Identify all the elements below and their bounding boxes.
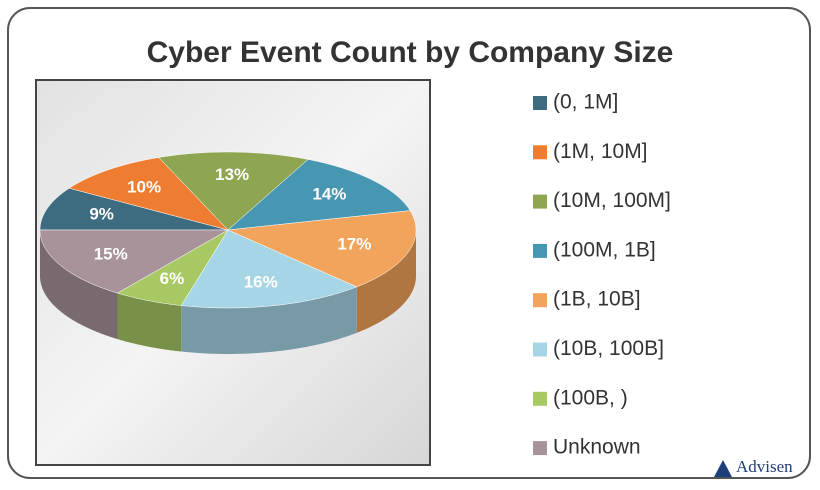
legend-label: Unknown	[553, 436, 641, 459]
slice	[68, 157, 229, 231]
data-label: 16%	[244, 272, 278, 291]
data-label: 9%	[89, 204, 114, 223]
slice	[158, 151, 309, 231]
slice	[116, 229, 229, 306]
data-label: 17%	[337, 235, 371, 254]
slice-side	[117, 293, 182, 352]
slice	[227, 159, 411, 231]
legend-swatch	[533, 441, 547, 456]
slice	[39, 229, 229, 294]
legend-label: (1B, 10B]	[553, 288, 641, 311]
data-label: 10%	[127, 177, 161, 196]
data-label: 14%	[312, 185, 346, 204]
legend-swatch	[533, 243, 547, 258]
slice-side	[181, 286, 357, 354]
legend-swatch	[533, 145, 547, 160]
slice	[227, 210, 417, 288]
legend-label: (10M, 100M]	[553, 189, 671, 212]
logo: Advisen	[736, 457, 793, 476]
legend-label: (0, 1M]	[553, 91, 618, 114]
legend-label: (100M, 1B]	[553, 238, 656, 261]
data-label: 13%	[215, 165, 249, 184]
legend-swatch	[533, 194, 547, 209]
legend-label: (1M, 10M]	[553, 140, 648, 163]
slice	[39, 187, 229, 231]
legend-label: (100B, )	[553, 386, 628, 409]
chart-title: Cyber Event Count by Company Size	[147, 36, 674, 69]
slice	[180, 229, 358, 309]
legend-swatch	[533, 293, 547, 308]
slice-side	[356, 230, 416, 333]
legend-swatch	[533, 342, 547, 357]
legend-swatch	[533, 96, 547, 110]
data-label: 6%	[160, 269, 185, 288]
logo-icon	[714, 460, 732, 477]
slice-side	[40, 230, 118, 340]
legend-swatch	[533, 391, 547, 406]
data-label: 15%	[94, 244, 128, 263]
legend-label: (10B, 100B]	[553, 337, 664, 360]
